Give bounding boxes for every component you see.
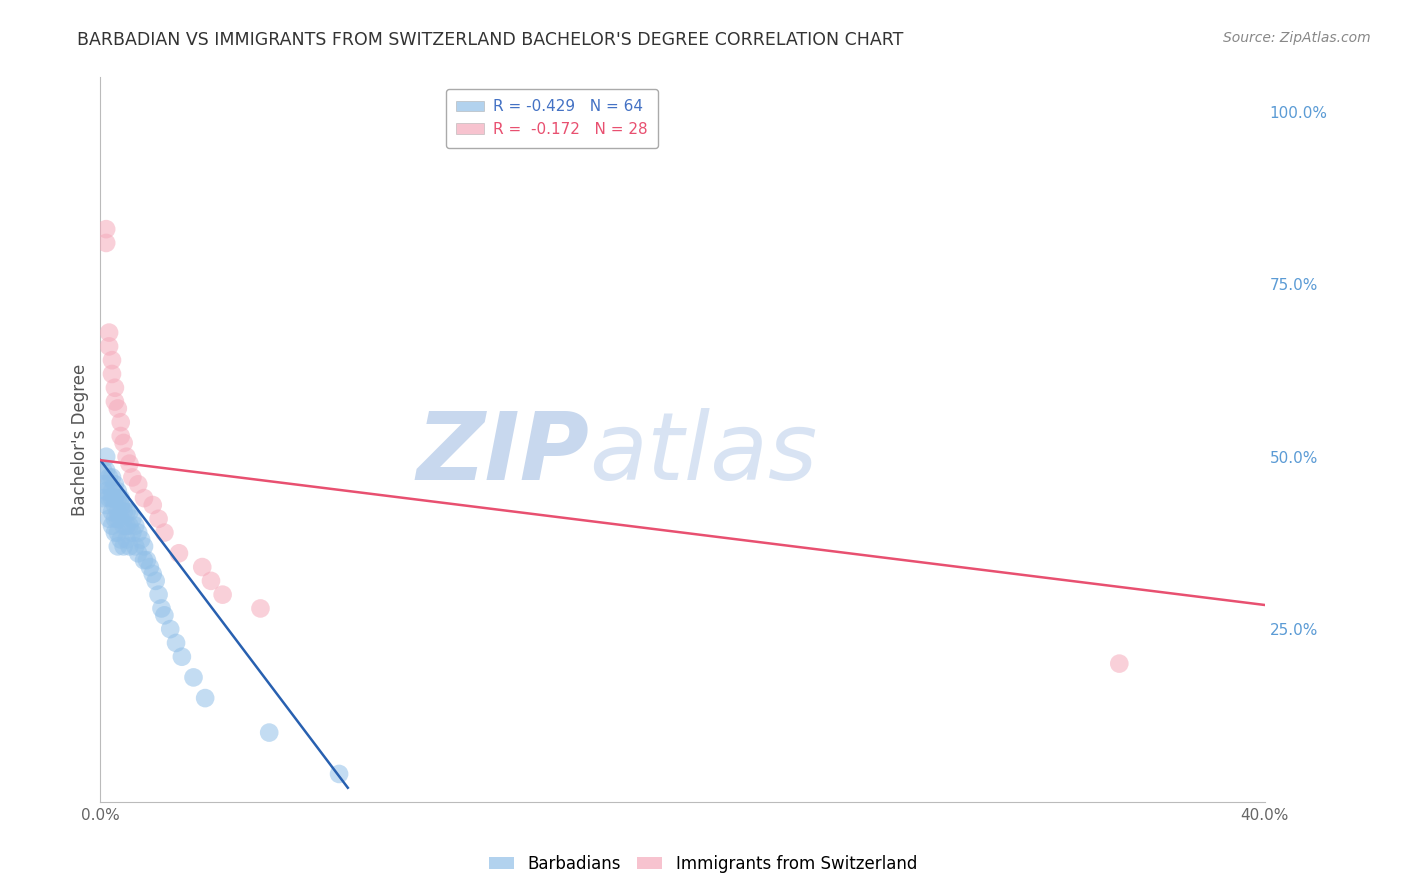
Text: ZIP: ZIP	[416, 408, 589, 500]
Point	[145, 574, 167, 588]
Text: BARBADIAN VS IMMIGRANTS FROM SWITZERLAND BACHELOR'S DEGREE CORRELATION CHART: BARBADIAN VS IMMIGRANTS FROM SWITZERLAND…	[77, 31, 904, 49]
Point	[211, 588, 233, 602]
Point	[150, 601, 173, 615]
Point	[98, 470, 121, 484]
Point	[115, 533, 138, 547]
Point	[98, 326, 121, 340]
Point	[110, 533, 132, 547]
Point	[183, 670, 205, 684]
Text: Source: ZipAtlas.com: Source: ZipAtlas.com	[1223, 31, 1371, 45]
Point	[142, 498, 165, 512]
Point	[110, 415, 132, 429]
Point	[136, 553, 159, 567]
Point	[121, 525, 143, 540]
Point	[98, 477, 121, 491]
Point	[110, 491, 132, 505]
Point	[107, 512, 129, 526]
Point	[107, 540, 129, 554]
Point	[112, 505, 135, 519]
Point	[127, 546, 149, 560]
Point	[118, 505, 141, 519]
Point	[91, 491, 114, 505]
Point	[101, 470, 124, 484]
Point	[132, 540, 155, 554]
Point	[104, 491, 127, 505]
Point	[115, 450, 138, 464]
Point	[115, 505, 138, 519]
Point	[191, 560, 214, 574]
Point	[127, 525, 149, 540]
Point	[153, 525, 176, 540]
Point	[107, 401, 129, 416]
Point	[121, 470, 143, 484]
Point	[328, 767, 350, 781]
Point	[96, 463, 118, 477]
Point	[132, 553, 155, 567]
Point	[118, 518, 141, 533]
Point	[165, 636, 187, 650]
Point	[107, 505, 129, 519]
Point	[104, 394, 127, 409]
Point	[91, 463, 114, 477]
Point	[194, 691, 217, 706]
Point	[91, 477, 114, 491]
Point	[96, 235, 118, 250]
Point	[96, 450, 118, 464]
Point	[96, 498, 118, 512]
Point	[98, 512, 121, 526]
Point	[249, 601, 271, 615]
Point	[118, 540, 141, 554]
Point	[1108, 657, 1130, 671]
Point	[257, 725, 280, 739]
Point	[148, 588, 170, 602]
Point	[101, 353, 124, 368]
Point	[112, 540, 135, 554]
Point	[96, 484, 118, 499]
Point	[139, 560, 162, 574]
Point	[110, 498, 132, 512]
Point	[112, 436, 135, 450]
Point	[124, 540, 146, 554]
Point	[101, 367, 124, 381]
Point	[127, 477, 149, 491]
Point	[101, 491, 124, 505]
Point	[107, 491, 129, 505]
Point	[110, 512, 132, 526]
Point	[153, 608, 176, 623]
Point	[170, 649, 193, 664]
Point	[101, 505, 124, 519]
Text: atlas: atlas	[589, 409, 818, 500]
Point	[104, 381, 127, 395]
Point	[104, 498, 127, 512]
Point	[101, 518, 124, 533]
Point	[112, 518, 135, 533]
Point	[132, 491, 155, 505]
Point	[129, 533, 152, 547]
Point	[118, 457, 141, 471]
Point	[124, 518, 146, 533]
Point	[107, 525, 129, 540]
Point	[112, 498, 135, 512]
Legend: R = -0.429   N = 64, R =  -0.172   N = 28: R = -0.429 N = 64, R = -0.172 N = 28	[446, 88, 658, 148]
Point	[148, 512, 170, 526]
Point	[110, 429, 132, 443]
Point	[98, 491, 121, 505]
Point	[142, 566, 165, 581]
Point	[104, 525, 127, 540]
Point	[104, 477, 127, 491]
Point	[101, 484, 124, 499]
Point	[167, 546, 190, 560]
Point	[200, 574, 222, 588]
Point	[104, 512, 127, 526]
Legend: Barbadians, Immigrants from Switzerland: Barbadians, Immigrants from Switzerland	[482, 848, 924, 880]
Point	[115, 518, 138, 533]
Y-axis label: Bachelor's Degree: Bachelor's Degree	[72, 363, 89, 516]
Point	[159, 622, 181, 636]
Point	[98, 339, 121, 353]
Point	[107, 484, 129, 499]
Point	[121, 512, 143, 526]
Point	[96, 222, 118, 236]
